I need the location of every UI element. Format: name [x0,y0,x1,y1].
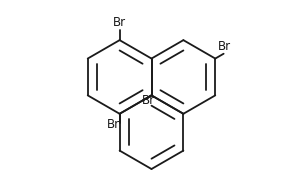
Text: Br: Br [106,118,120,131]
Text: Br: Br [113,16,126,29]
Text: Br: Br [142,94,155,107]
Text: Br: Br [218,40,231,53]
